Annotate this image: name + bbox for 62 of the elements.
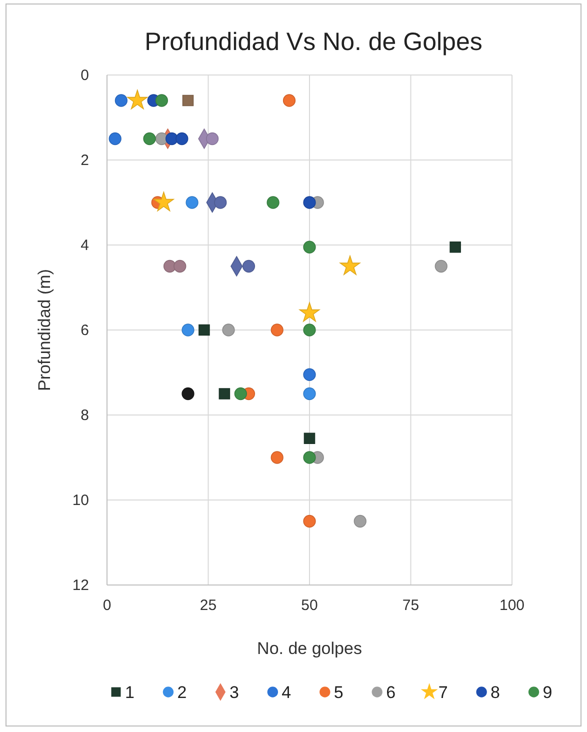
point [304, 432, 316, 444]
x-tick-label: 75 [402, 597, 420, 614]
point [303, 196, 316, 209]
point [182, 94, 194, 106]
point [206, 132, 219, 146]
y-tick-label: 8 [80, 407, 89, 424]
point [143, 132, 156, 146]
x-axis-title: No. de golpes [257, 639, 362, 658]
point [303, 387, 316, 400]
x-tick-label: 25 [200, 597, 217, 614]
point [176, 132, 188, 146]
legend-label: 5 [334, 683, 344, 702]
y-tick-label: 4 [80, 237, 89, 254]
point [108, 132, 122, 146]
legend-label: 2 [177, 683, 187, 702]
legend-label: 9 [542, 683, 552, 702]
y-axis-title: Profundidad (m) [35, 269, 54, 391]
point [282, 94, 296, 107]
point [234, 387, 247, 400]
point [354, 514, 366, 528]
x-tick-label: 50 [301, 597, 318, 614]
point [114, 94, 128, 107]
point [303, 368, 316, 381]
point [163, 260, 176, 273]
x-tick-label: 100 [499, 597, 525, 614]
point [340, 256, 360, 276]
point [165, 132, 178, 146]
point [242, 260, 256, 273]
legend-label: 1 [125, 683, 134, 702]
point [198, 324, 210, 336]
point [182, 387, 194, 400]
y-tick-label: 10 [72, 492, 89, 509]
point [303, 514, 316, 528]
y-tick-label: 2 [80, 152, 89, 169]
y-tick-label: 0 [80, 67, 89, 84]
point [270, 451, 284, 464]
point [270, 324, 284, 336]
y-tick-label: 12 [72, 577, 89, 594]
point [266, 196, 280, 209]
y-tick-label: 6 [80, 322, 89, 339]
legend-label: 4 [282, 683, 292, 702]
point [153, 192, 174, 212]
chart-title: Profundidad Vs No. de Golpes [144, 28, 482, 56]
point [127, 90, 148, 110]
point [174, 260, 186, 273]
legend-label: 8 [490, 683, 500, 702]
point [303, 451, 316, 464]
point [155, 94, 168, 107]
x-tick-label: 0 [102, 597, 112, 614]
point [222, 324, 235, 336]
point [434, 260, 448, 273]
point [303, 240, 316, 254]
legend-label: 3 [229, 683, 239, 702]
point [218, 388, 230, 400]
point [186, 196, 198, 209]
point [299, 302, 320, 322]
point [450, 241, 461, 253]
legend-label: 6 [386, 683, 396, 702]
point [303, 324, 316, 336]
legend-label: 7 [438, 683, 448, 702]
point [214, 196, 227, 209]
point [182, 324, 194, 336]
